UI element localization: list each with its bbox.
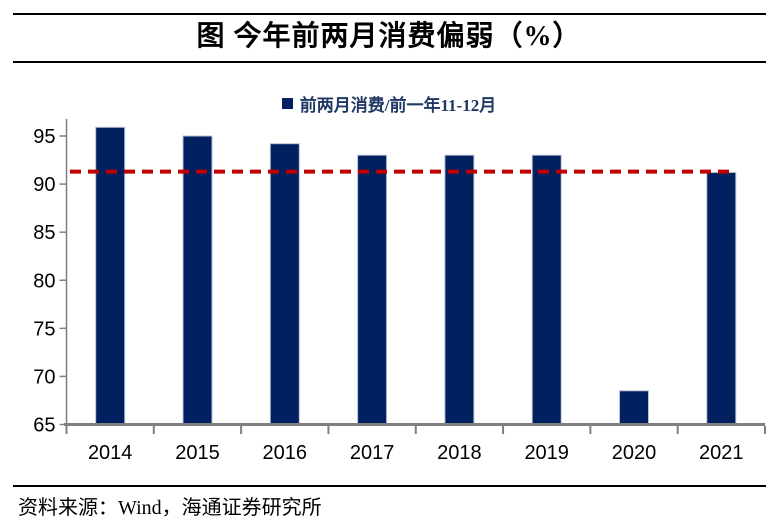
bar-2015 bbox=[182, 135, 213, 425]
top-divider-line bbox=[13, 13, 766, 15]
legend-square-marker-icon bbox=[281, 98, 293, 109]
bar-2018 bbox=[444, 154, 475, 425]
bar-2019 bbox=[531, 154, 562, 425]
x-axis-label-2016: 2016 bbox=[263, 442, 308, 464]
y-axis-label-65: 65 bbox=[33, 415, 55, 437]
x-axis-label-2021: 2021 bbox=[699, 442, 744, 464]
x-axis-label-2014: 2014 bbox=[88, 442, 133, 464]
y-axis-label-75: 75 bbox=[33, 318, 55, 340]
x-axis-label-2015: 2015 bbox=[175, 442, 220, 464]
title-divider-line bbox=[13, 61, 766, 63]
bar-2021 bbox=[706, 172, 737, 425]
figure-title: 图 今年前两月消费偏弱（%） bbox=[196, 21, 582, 52]
data-source-note: 资料来源：Wind，海通证券研究所 bbox=[18, 497, 322, 519]
bar-2016 bbox=[269, 143, 300, 425]
bar-2014 bbox=[95, 126, 126, 426]
x-axis-label-2018: 2018 bbox=[437, 442, 482, 464]
y-axis-label-70: 70 bbox=[33, 366, 55, 388]
bar-2020 bbox=[619, 390, 649, 425]
x-axis-label-2020: 2020 bbox=[612, 442, 657, 464]
y-axis-label-80: 80 bbox=[33, 270, 55, 292]
y-axis-label-95: 95 bbox=[33, 126, 55, 148]
x-axis-label-2019: 2019 bbox=[524, 442, 569, 464]
y-axis-label-90: 90 bbox=[33, 174, 55, 196]
y-axis-label-85: 85 bbox=[33, 222, 55, 244]
bar-2017 bbox=[357, 154, 388, 425]
legend-series-label: 前两月消费/前一年11-12月 bbox=[299, 96, 497, 115]
x-axis-label-2017: 2017 bbox=[350, 442, 395, 464]
chart-legend: 前两月消费/前一年11-12月 bbox=[0, 91, 778, 116]
bottom-divider-line bbox=[13, 485, 766, 487]
